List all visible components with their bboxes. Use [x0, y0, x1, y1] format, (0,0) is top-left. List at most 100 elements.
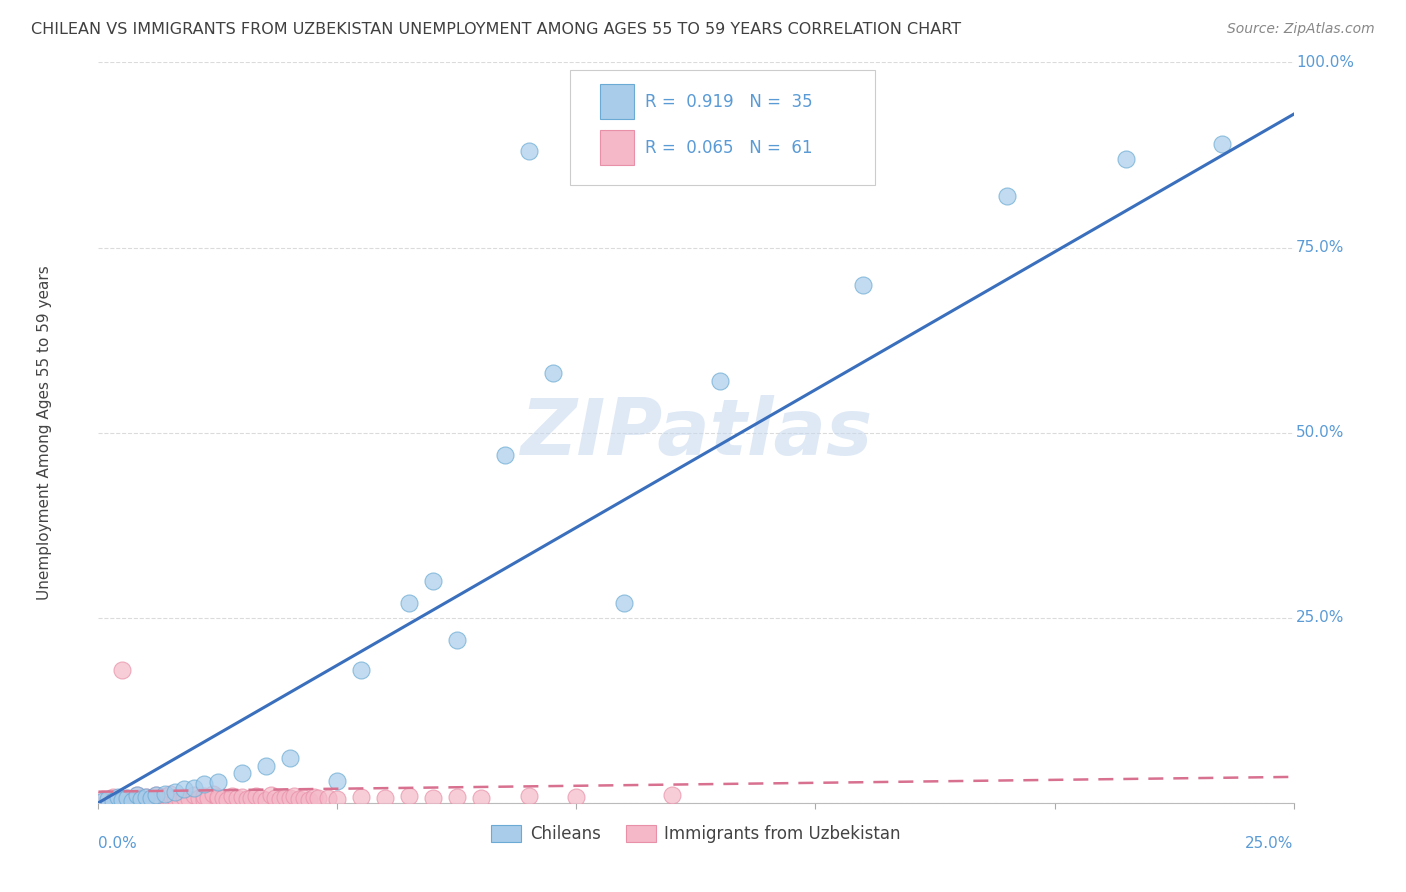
FancyBboxPatch shape: [600, 84, 634, 120]
Point: [221, 789, 243, 804]
Point: [226, 791, 249, 805]
Point: [288, 792, 311, 806]
Point: [91, 794, 114, 808]
Point: [613, 596, 636, 610]
Point: [131, 792, 153, 806]
Point: [231, 766, 253, 780]
Point: [163, 785, 186, 799]
Point: [470, 790, 492, 805]
Point: [115, 791, 138, 805]
Point: [111, 793, 134, 807]
Point: [269, 792, 291, 806]
Point: [193, 777, 215, 791]
Point: [316, 790, 339, 805]
Point: [107, 793, 129, 807]
Point: [307, 791, 329, 805]
Point: [115, 790, 138, 805]
Point: [995, 188, 1018, 202]
Point: [121, 794, 143, 808]
Point: [852, 277, 875, 292]
Point: [709, 374, 731, 388]
Point: [254, 758, 277, 772]
Point: [254, 793, 277, 807]
Point: [245, 789, 267, 804]
Point: [661, 789, 683, 803]
Point: [193, 793, 215, 807]
Point: [159, 787, 181, 801]
Point: [517, 145, 540, 159]
Point: [240, 790, 263, 805]
Point: [283, 789, 305, 804]
Text: 25.0%: 25.0%: [1246, 836, 1294, 851]
Point: [259, 789, 281, 803]
Text: R =  0.065   N =  61: R = 0.065 N = 61: [644, 138, 813, 157]
Point: [235, 792, 257, 806]
Point: [107, 789, 129, 804]
Text: 100.0%: 100.0%: [1296, 55, 1354, 70]
Text: ZIPatlas: ZIPatlas: [520, 394, 872, 471]
Point: [278, 751, 301, 765]
Text: CHILEAN VS IMMIGRANTS FROM UZBEKISTAN UNEMPLOYMENT AMONG AGES 55 TO 59 YEARS COR: CHILEAN VS IMMIGRANTS FROM UZBEKISTAN UN…: [31, 22, 962, 37]
Point: [231, 789, 253, 804]
Point: [398, 596, 420, 610]
Point: [91, 792, 114, 806]
Point: [111, 663, 134, 677]
Point: [183, 789, 205, 803]
Point: [187, 790, 209, 805]
Point: [135, 789, 157, 804]
Point: [101, 789, 124, 804]
Point: [398, 789, 420, 804]
Point: [422, 574, 444, 588]
FancyBboxPatch shape: [600, 130, 634, 165]
Point: [207, 792, 229, 806]
Point: [326, 792, 349, 806]
Point: [135, 789, 157, 804]
Point: [97, 792, 120, 806]
Text: R =  0.919   N =  35: R = 0.919 N = 35: [644, 93, 813, 111]
Point: [274, 789, 297, 804]
Point: [250, 791, 273, 805]
Point: [183, 780, 205, 795]
Point: [139, 791, 162, 805]
Point: [207, 775, 229, 789]
Point: [155, 789, 177, 804]
Point: [422, 791, 444, 805]
Point: [217, 793, 239, 807]
Text: 50.0%: 50.0%: [1296, 425, 1344, 440]
Point: [494, 448, 516, 462]
Point: [155, 787, 177, 801]
Point: [139, 793, 162, 807]
Point: [159, 792, 181, 806]
Point: [145, 789, 167, 803]
Point: [1211, 136, 1233, 151]
Point: [302, 789, 325, 804]
Point: [145, 789, 167, 803]
Point: [350, 789, 373, 804]
Point: [264, 790, 287, 805]
Point: [517, 789, 540, 804]
Legend: Chileans, Immigrants from Uzbekistan: Chileans, Immigrants from Uzbekistan: [485, 819, 907, 850]
Point: [131, 791, 153, 805]
Point: [169, 793, 191, 807]
Point: [446, 789, 468, 804]
Point: [173, 782, 195, 797]
Point: [125, 789, 148, 803]
Point: [197, 791, 219, 805]
Point: [278, 791, 301, 805]
Point: [111, 792, 134, 806]
Point: [101, 794, 124, 808]
Point: [202, 787, 225, 801]
Point: [97, 794, 120, 808]
Point: [446, 632, 468, 647]
Point: [326, 773, 349, 788]
Point: [1115, 152, 1137, 166]
Point: [374, 790, 396, 805]
Text: Unemployment Among Ages 55 to 59 years: Unemployment Among Ages 55 to 59 years: [37, 265, 52, 600]
Point: [121, 794, 143, 808]
Point: [179, 792, 201, 806]
Point: [163, 790, 186, 805]
Point: [149, 791, 172, 805]
Text: Source: ZipAtlas.com: Source: ZipAtlas.com: [1227, 22, 1375, 37]
Point: [565, 789, 588, 804]
Point: [350, 663, 373, 677]
